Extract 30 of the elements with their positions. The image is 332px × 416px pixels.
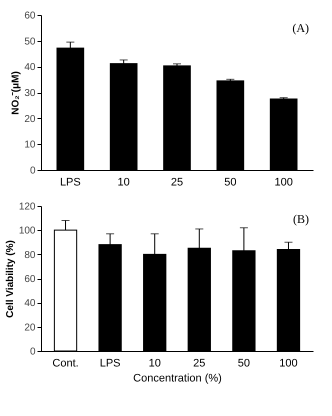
annotation: (B) xyxy=(293,212,309,226)
x-tick-label: 50 xyxy=(238,358,250,370)
x-tick-label: 25 xyxy=(170,176,184,188)
y-tick-label: 10 xyxy=(24,140,36,151)
y-tick-label: 20 xyxy=(24,322,36,334)
y-tick-label: 30 xyxy=(24,88,36,99)
x-tick-label: 100 xyxy=(279,358,298,370)
x-tick-label: 25 xyxy=(193,358,206,370)
y-tick-label: 60 xyxy=(24,10,36,22)
y-tick-label: 40 xyxy=(24,62,36,74)
x-tick-label: 10 xyxy=(148,358,161,370)
y-tick-label: 60 xyxy=(24,274,36,285)
y-axis-title: Cell Viability (%) xyxy=(4,240,16,318)
x-axis-title: Concentration (%) xyxy=(133,372,222,384)
y-axis-title: NO₂⁻(μM) xyxy=(10,71,22,115)
y-tick-label: 120 xyxy=(18,202,36,212)
x-tick-label: LPS xyxy=(60,176,81,188)
y-tick-label: 40 xyxy=(24,298,36,310)
x-tick-label: Cont. xyxy=(52,358,79,370)
y-tick-label: 80 xyxy=(24,250,36,261)
y-tick-label: 20 xyxy=(24,114,36,125)
x-tick-label: LPS xyxy=(100,358,121,370)
y-tick-label: 100 xyxy=(18,226,36,237)
x-tick-label: 100 xyxy=(274,176,293,188)
y-tick-label: 50 xyxy=(24,36,36,48)
annotation: (A) xyxy=(292,21,309,35)
x-tick-label: 10 xyxy=(118,176,130,188)
y-tick-label: 0 xyxy=(30,166,36,176)
y-tick-label: 0 xyxy=(30,346,36,358)
x-tick-label: 50 xyxy=(224,176,236,188)
